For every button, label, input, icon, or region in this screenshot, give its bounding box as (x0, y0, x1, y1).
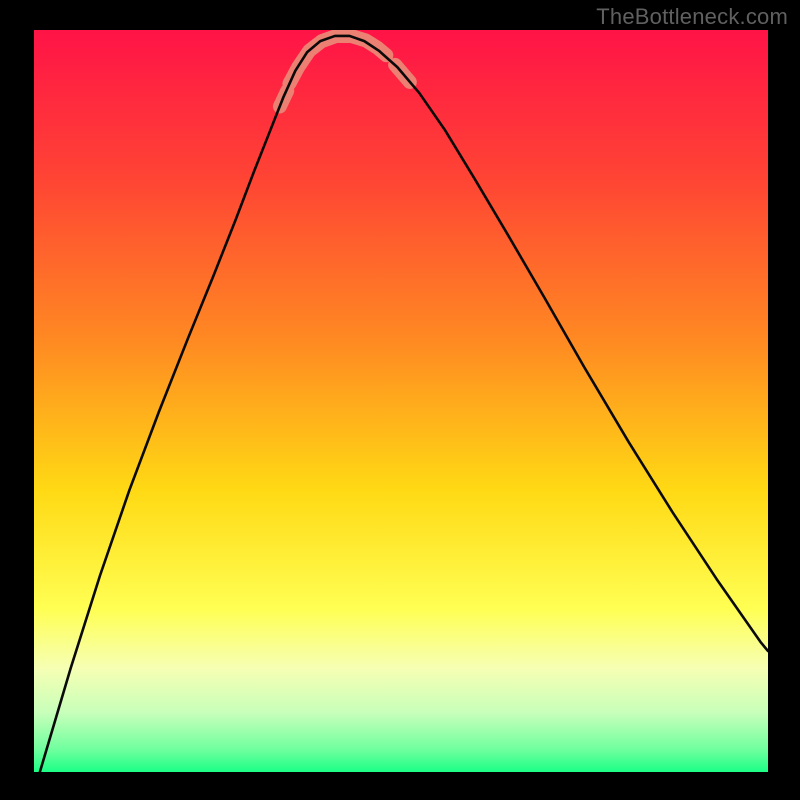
watermark-text: TheBottleneck.com (596, 4, 788, 30)
main-curve (40, 36, 768, 772)
chart-frame: TheBottleneck.com (0, 0, 800, 800)
plot-area (34, 30, 768, 772)
curves-svg (34, 30, 768, 772)
marker-curve-segment (289, 36, 386, 83)
